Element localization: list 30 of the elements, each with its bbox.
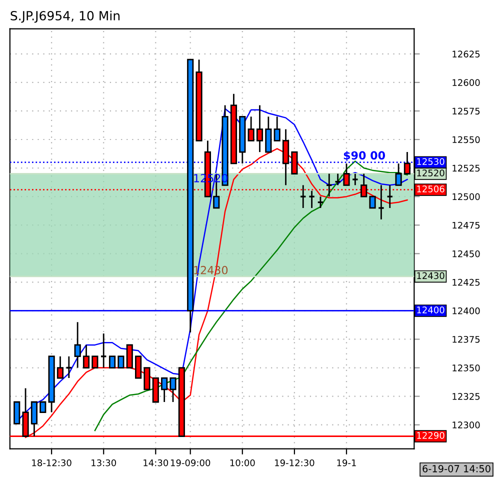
y-tick-label: 12600	[452, 79, 480, 86]
x-tick-label: 19-12:30	[275, 459, 314, 466]
y-tick-label: 12425	[452, 278, 480, 286]
ref-line-label: 12290	[417, 432, 444, 439]
x-tick-label: 14:30	[144, 459, 168, 466]
ref-line-label: 12530	[417, 158, 444, 165]
text: 6-19-07 14:50	[422, 465, 490, 472]
y-tick-label: 12525	[452, 164, 480, 172]
ref-line-label: 12520	[417, 170, 444, 176]
y-tick-label: 12325	[452, 393, 480, 400]
y-tick-label: 12575	[452, 108, 480, 115]
x-tick-label: 19-1	[337, 459, 356, 466]
y-tick-label: 12450	[452, 250, 480, 258]
y-tick-label: 12350	[452, 364, 480, 372]
chart-title: S.JP.J6954, 10 Min	[10, 10, 120, 23]
y-tick-label: 12300	[452, 422, 480, 428]
x-tick-label: 13:30	[92, 459, 116, 466]
annotation: $90 00	[344, 150, 386, 162]
ref-line-label: 12400	[417, 306, 444, 314]
y-tick-label: 12550	[452, 136, 480, 144]
y-tick-label: 12625	[452, 50, 480, 58]
y-tick-label: 12475	[452, 222, 480, 229]
ref-line-label: 12506	[417, 186, 444, 192]
ref-line-label: 12430	[417, 272, 444, 280]
x-tick-label: 10:00	[230, 459, 255, 466]
x-tick-label: 19-09:00	[170, 459, 210, 466]
x-tick-label: 18-12:30	[32, 459, 72, 466]
y-tick-label: 12375	[452, 336, 480, 343]
y-tick-label: 12500	[452, 193, 480, 200]
y-tick-label: 12400	[452, 307, 480, 314]
